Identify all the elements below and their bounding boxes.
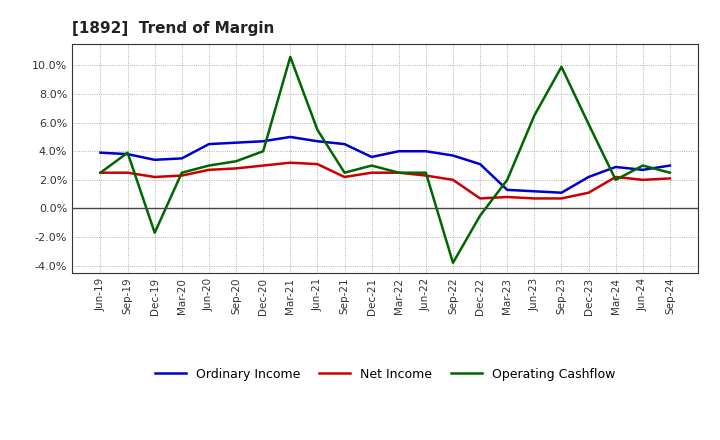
Operating Cashflow bbox=[150, 230, 159, 235]
Net Income bbox=[584, 190, 593, 195]
Operating Cashflow bbox=[204, 163, 213, 168]
Text: [1892]  Trend of Margin: [1892] Trend of Margin bbox=[72, 21, 274, 36]
Ordinary Income bbox=[123, 151, 132, 157]
Operating Cashflow bbox=[476, 213, 485, 218]
Operating Cashflow bbox=[313, 127, 322, 132]
Net Income bbox=[178, 173, 186, 178]
Ordinary Income bbox=[665, 163, 674, 168]
Net Income bbox=[665, 176, 674, 181]
Ordinary Income bbox=[557, 190, 566, 195]
Ordinary Income bbox=[313, 139, 322, 144]
Ordinary Income bbox=[150, 157, 159, 162]
Net Income bbox=[503, 194, 511, 200]
Net Income bbox=[341, 174, 349, 180]
Ordinary Income bbox=[204, 141, 213, 147]
Operating Cashflow bbox=[123, 150, 132, 155]
Operating Cashflow bbox=[178, 170, 186, 175]
Line: Operating Cashflow: Operating Cashflow bbox=[101, 57, 670, 263]
Net Income bbox=[123, 170, 132, 175]
Ordinary Income bbox=[341, 141, 349, 147]
Net Income bbox=[530, 196, 539, 201]
Operating Cashflow bbox=[232, 159, 240, 164]
Legend: Ordinary Income, Net Income, Operating Cashflow: Ordinary Income, Net Income, Operating C… bbox=[150, 363, 621, 385]
Net Income bbox=[639, 177, 647, 183]
Operating Cashflow bbox=[286, 54, 294, 59]
Ordinary Income bbox=[449, 153, 457, 158]
Operating Cashflow bbox=[367, 163, 376, 168]
Ordinary Income bbox=[178, 156, 186, 161]
Ordinary Income bbox=[584, 174, 593, 180]
Ordinary Income bbox=[395, 149, 403, 154]
Operating Cashflow bbox=[449, 260, 457, 265]
Net Income bbox=[421, 173, 430, 178]
Ordinary Income bbox=[611, 164, 620, 169]
Ordinary Income bbox=[503, 187, 511, 193]
Operating Cashflow bbox=[611, 177, 620, 183]
Net Income bbox=[286, 160, 294, 165]
Ordinary Income bbox=[421, 149, 430, 154]
Operating Cashflow bbox=[395, 170, 403, 175]
Ordinary Income bbox=[232, 140, 240, 145]
Operating Cashflow bbox=[96, 170, 105, 175]
Ordinary Income bbox=[639, 167, 647, 172]
Line: Net Income: Net Income bbox=[101, 163, 670, 198]
Operating Cashflow bbox=[530, 113, 539, 118]
Ordinary Income bbox=[367, 154, 376, 160]
Operating Cashflow bbox=[503, 177, 511, 183]
Ordinary Income bbox=[530, 189, 539, 194]
Operating Cashflow bbox=[665, 170, 674, 175]
Net Income bbox=[259, 163, 268, 168]
Ordinary Income bbox=[286, 134, 294, 139]
Net Income bbox=[557, 196, 566, 201]
Net Income bbox=[96, 170, 105, 175]
Operating Cashflow bbox=[639, 163, 647, 168]
Operating Cashflow bbox=[421, 170, 430, 175]
Net Income bbox=[476, 196, 485, 201]
Line: Ordinary Income: Ordinary Income bbox=[101, 137, 670, 193]
Net Income bbox=[232, 166, 240, 171]
Operating Cashflow bbox=[584, 121, 593, 127]
Net Income bbox=[313, 161, 322, 167]
Ordinary Income bbox=[96, 150, 105, 155]
Operating Cashflow bbox=[557, 64, 566, 70]
Operating Cashflow bbox=[341, 170, 349, 175]
Net Income bbox=[367, 170, 376, 175]
Net Income bbox=[611, 174, 620, 180]
Net Income bbox=[449, 177, 457, 183]
Operating Cashflow bbox=[259, 149, 268, 154]
Net Income bbox=[204, 167, 213, 172]
Ordinary Income bbox=[476, 161, 485, 167]
Net Income bbox=[395, 170, 403, 175]
Ordinary Income bbox=[259, 139, 268, 144]
Net Income bbox=[150, 174, 159, 180]
